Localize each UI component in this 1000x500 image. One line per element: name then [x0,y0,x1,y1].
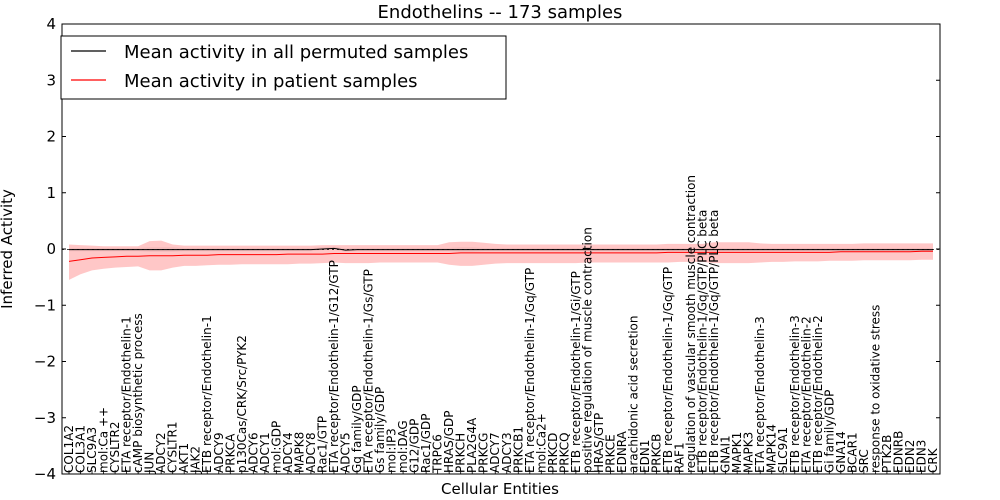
y-tick-label: −4 [34,465,56,483]
y-tick-label: 4 [46,15,56,33]
x-tick-label: ADCY2 [154,432,168,473]
x-tick-label: ETB receptor/Endothelin-1/Gq/GTP/PLC bet… [696,210,710,473]
plot-area-frame [61,23,941,475]
chart-title: Endothelins -- 173 samples [378,2,623,23]
x-tick-label: cAMP biosynthetic process [131,313,145,473]
x-tick-label: JUN [143,452,157,474]
x-tick-label: HRAS/GDP [442,410,456,473]
x-tick-label: MAPK8 [292,432,306,473]
x-tick-label: PRKCE [603,434,617,473]
legend: Mean activity in all permuted samples Me… [60,35,507,100]
x-tick-label: mol:Ca ++ [97,407,111,473]
x-tick-label: ETA receptor/Endothelin-1 [120,316,134,473]
x-tick-label: EDN2 [903,440,917,473]
x-tick-label: EDNRA [615,430,629,473]
x-tick-label: ETA receptor/Endothelin-1/Gs/GTP [362,269,376,473]
x-tick-label: COL1A2 [62,425,76,473]
x-tick-label: Gq family/GDP [350,385,364,473]
x-tick-label: MAPK1 [730,432,744,473]
x-tick-label: SLC9A3 [85,427,99,473]
x-tick-label: ETB receptor/Endothelin-2 [811,315,825,473]
x-tick-label: PRKCA [223,433,237,473]
x-tick-label: ETB receptor/Endothelin-1/Gq/GTP [661,267,675,473]
x-tick-label: G12/GDP [408,419,422,473]
x-tick-label: arachidonic acid secretion [627,316,641,473]
y-tick-label: −1 [34,296,56,314]
x-tick-label: Rac1/GTP [315,416,329,473]
x-tick-label: mol:GDP [269,421,283,473]
x-tick-label: CRK [926,447,940,473]
x-tick-label: p130Cas/CRK/Src/PYK2 [235,335,249,473]
x-tick-label: EDN1 [638,440,652,473]
x-tick-label: COL3A1 [74,425,88,473]
x-tick-label: EDNRB [891,431,905,473]
x-tick-label: BCAR1 [845,432,859,473]
x-tick-label: positive regulation of muscle contractio… [580,227,594,473]
x-tick-label: ADCY9 [212,432,226,473]
legend-label-patient: Mean activity in patient samples [124,71,418,92]
y-tick-label: 3 [46,71,56,89]
y-axis-label: Inferred Activity [0,189,16,309]
x-tick-label: PRKCH [454,433,468,473]
x-tick-label: SRC [857,449,871,473]
x-tick-label: ADCY7 [488,432,502,473]
x-tick-label: TRPC6 [431,434,445,474]
x-tick-label: CYSLTR2 [108,422,122,473]
x-tick-label: EDN3 [915,440,929,473]
y-tick-label: 2 [46,128,56,146]
x-tick-label: ADCY1 [258,432,272,473]
x-tick-label: AKT1 [177,443,191,473]
legend-frame [60,35,507,100]
x-tick-label: PTK2B [880,435,894,473]
x-tick-label: HRAS/GTP [592,413,606,473]
x-tick-label: ETB receptor/Endothelin-1 [200,315,214,473]
y-tick-label: −3 [34,409,56,427]
y-tick-label: 0 [46,240,56,258]
x-tick-label: ETB receptor/Endothelin-1/Gq/GTP/PLC bet… [707,210,721,473]
x-axis-label: Cellular Entities [441,480,559,498]
x-tick-label: ETB receptor/Endothelin-1/Gi/GTP [569,271,583,473]
x-tick-label: ADCY4 [281,432,295,473]
x-tick-label: Rac1/GDP [419,414,433,473]
x-tick-label: response to oxidative stress [868,305,882,473]
x-tick-label: RAF1 [673,442,687,473]
band-patient [69,240,933,280]
x-tick-label: mol:IP3 [385,428,399,473]
y-tick-label: −2 [34,353,56,371]
x-tick-label: CYSLTR1 [166,422,180,473]
x-tick-label: GNAI1 [719,435,733,473]
x-tick-label: GNA14 [834,431,848,473]
x-tick-label: PRKCB [650,434,664,473]
x-tick-label: ETA receptor/Endothelin-1/G12/GTP [327,260,341,473]
x-tick-label: Gi family/GDP [822,390,836,473]
x-tick-label: ETA receptor/Endothelin-1/Gq/GTP [523,268,537,473]
x-tick-label: ETA receptor/Endothelin-3 [753,316,767,473]
x-tick-label: PRKCD [546,433,560,473]
x-tick-label: mol:Ca2+ [534,413,548,473]
x-tick-label: JAK2 [189,446,203,474]
x-tick-label: Gs family/GDP [373,387,387,473]
x-tick-label: ADCY3 [500,432,514,473]
legend-label-permuted: Mean activity in all permuted samples [124,42,468,63]
x-tick-label: mol:DAG [396,420,410,473]
x-tick-label: ADCY5 [339,432,353,473]
x-tick-label: MAPK3 [742,432,756,473]
x-tick-label: PRKCQ [557,432,571,473]
x-tick-label: PLA2G4A [465,417,479,473]
x-tick-label: MAPK14 [765,424,779,473]
series-line-patient [68,250,933,262]
y-tick-label: 1 [46,184,56,202]
x-tick-label: ADCY6 [246,432,260,473]
x-tick-label: PRKCG [477,433,491,473]
x-tick-label: PRKCB1 [511,426,525,473]
x-tick-label: ETA receptor/Endothelin-2 [799,316,813,473]
x-tick-label: ADCY8 [304,432,318,473]
x-tick-label: regulation of vascular smooth muscle con… [684,175,698,473]
x-tick-label: ETB receptor/Endothelin-3 [788,315,802,473]
x-tick-label: SLC9A1 [776,427,790,473]
y-axis-ticks: 4 3 2 1 0 −1 −2 −3 −4 [34,15,940,483]
